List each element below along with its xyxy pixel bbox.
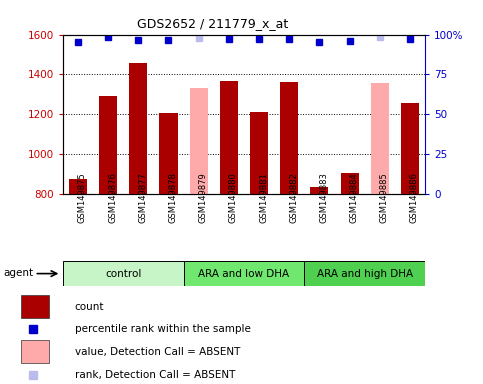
Text: ARA and low DHA: ARA and low DHA [199,268,289,279]
Bar [21,340,49,363]
Bar [250,112,268,194]
Text: value, Detection Call = ABSENT: value, Detection Call = ABSENT [75,347,240,357]
Bar [129,63,147,194]
Bar [371,83,389,194]
Text: GSM149885: GSM149885 [380,172,389,223]
Text: count: count [75,302,104,312]
Bar [159,113,178,194]
Text: GSM149878: GSM149878 [169,172,177,223]
Text: GSM149875: GSM149875 [78,172,87,223]
Text: control: control [105,268,142,279]
Text: agent: agent [4,268,34,278]
Text: percentile rank within the sample: percentile rank within the sample [75,324,251,334]
Text: rank, Detection Call = ABSENT: rank, Detection Call = ABSENT [75,369,235,380]
Text: GSM149886: GSM149886 [410,172,419,223]
Text: GSM149879: GSM149879 [199,172,208,223]
Text: ARA and high DHA: ARA and high DHA [316,268,413,279]
Text: GSM149884: GSM149884 [350,172,358,223]
Bar [220,81,238,194]
Bar [304,261,425,286]
Bar [63,261,184,286]
Bar [184,261,304,286]
Text: GSM149881: GSM149881 [259,172,268,223]
Bar [69,179,87,194]
Bar [189,88,208,194]
Bar [99,96,117,194]
Text: GSM149877: GSM149877 [138,172,147,223]
Bar [311,187,328,194]
Bar [401,103,419,194]
Bar [341,173,358,194]
Text: GSM149882: GSM149882 [289,172,298,223]
Text: GDS2652 / 211779_x_at: GDS2652 / 211779_x_at [137,17,288,30]
Bar [21,295,49,318]
Text: GSM149883: GSM149883 [319,172,328,223]
Text: GSM149880: GSM149880 [229,172,238,223]
Text: GSM149876: GSM149876 [108,172,117,223]
Bar [280,83,298,194]
